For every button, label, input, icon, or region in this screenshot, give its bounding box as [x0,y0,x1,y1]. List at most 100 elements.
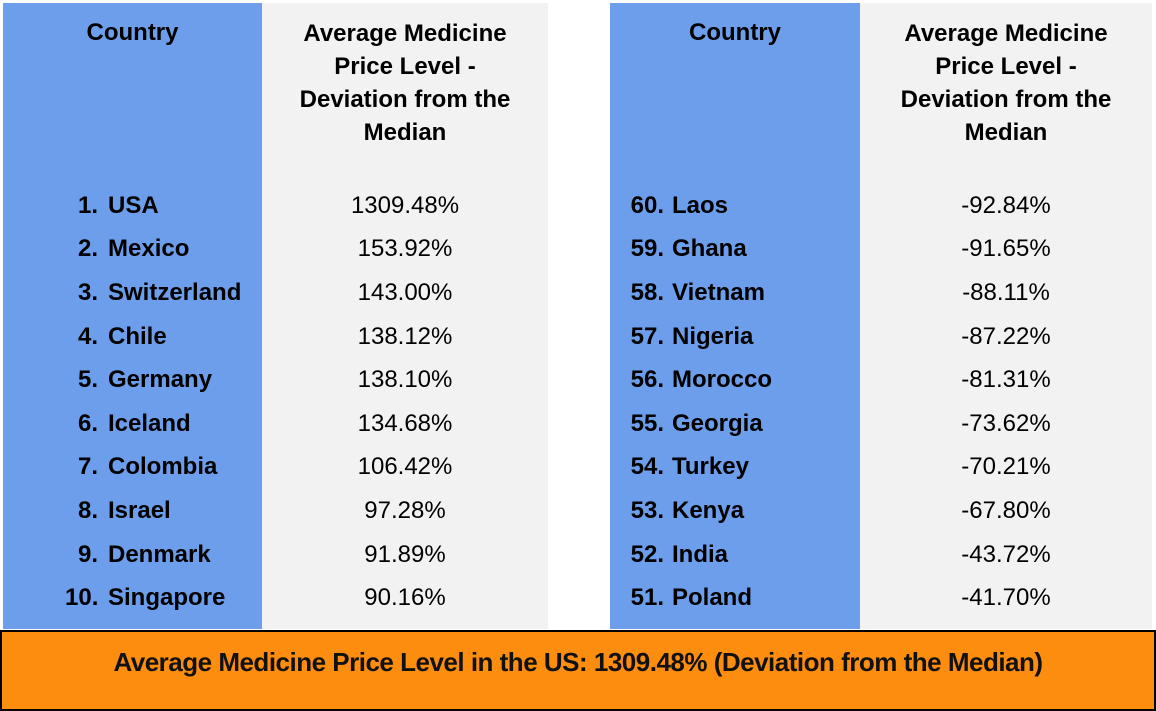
row-value-text: 138.12% [357,322,453,350]
table-row-value: 91.89% [262,532,548,577]
column-header-country-label: Country [689,19,781,46]
row-country-name: Israel [108,496,171,524]
row-country-name: India [672,540,729,568]
row-rank: 56. [630,366,664,394]
row-rank: 7. [77,453,98,481]
row-value-text: 1309.48% [350,191,460,219]
column-filler [3,619,262,629]
table-row-country: 8. Israel [3,489,262,533]
row-value-text: -92.84% [961,191,1051,219]
row-value-text: -73.62% [961,409,1051,437]
table-row-country: 60. Laos [610,184,860,228]
row-value-text: -81.31% [961,366,1051,394]
row-rank: 3. [77,278,98,306]
ranking-table-bottom10: Country Average Medicine Price Level - D… [610,3,1152,629]
row-rank: 4. [77,322,98,350]
row-rank: 10. [65,584,99,612]
ranking-table-top10: Country Average Medicine Price Level - D… [3,3,548,629]
table-row-value: -67.80% [860,489,1152,533]
table-row-country: 10. Singapore [3,576,262,620]
column-header-value: Average Medicine Price Level - Deviation… [860,3,1152,184]
column-header-country: Country [610,3,860,184]
row-country-name: Kenya [672,496,745,524]
table-row-value: -43.72% [860,532,1152,577]
table-row-country: 57. Nigeria [610,314,860,359]
row-value-text: -67.80% [961,496,1051,524]
row-value-text: -91.65% [961,235,1051,263]
row-value-text: -41.70% [961,584,1051,612]
row-country-name: Switzerland [108,278,242,306]
row-rank: 2. [77,235,98,263]
row-rank: 9. [77,540,98,568]
row-country-name: Ghana [672,235,747,263]
table-row-value: 106.42% [262,445,548,490]
table-row-value: 143.00% [262,271,548,315]
row-rank: 58. [630,278,664,306]
table-row-value: -88.11% [860,271,1152,315]
row-value-text: -70.21% [961,453,1051,481]
row-rank: 55. [630,409,664,437]
table-row-value: 138.12% [262,314,548,359]
table-row-value: 97.28% [262,489,548,533]
table-row-country: 59. Ghana [610,227,860,272]
row-country-name: Germany [108,366,213,394]
summary-banner-text: Average Medicine Price Level in the US: … [113,647,1043,677]
table-row-country: 56. Morocco [610,358,860,402]
table-row-country: 51. Poland [610,576,860,620]
table-row-value: 134.68% [262,401,548,446]
row-country-name: USA [108,191,159,219]
row-rank: 8. [77,496,98,524]
row-country-name: Singapore [108,584,226,612]
table-row-country: 5. Germany [3,358,262,402]
row-rank: 54. [630,453,664,481]
column-header-country-label: Country [86,19,179,46]
row-country-name: Turkey [672,453,749,481]
row-country-name: Laos [672,191,729,219]
table-row-value: -70.21% [860,445,1152,490]
column-header-country: Country [3,3,262,184]
row-rank: 5. [77,366,98,394]
row-rank: 52. [630,540,664,568]
row-value-text: 90.16% [364,584,446,612]
row-rank: 60. [630,191,664,219]
table-row-country: 6. Iceland [3,401,262,446]
row-rank: 51. [630,584,664,612]
row-value-text: 134.68% [357,409,453,437]
row-country-name: Morocco [672,366,773,394]
row-country-name: Vietnam [672,278,765,306]
row-value-text: 143.00% [357,278,453,306]
table-row-value: 1309.48% [262,184,548,228]
summary-banner: Average Medicine Price Level in the US: … [0,630,1156,711]
table-row-value: 90.16% [262,576,548,620]
column-filler [262,619,548,629]
row-rank: 1. [77,191,98,219]
table-row-country: 54. Turkey [610,445,860,490]
row-country-name: Chile [108,322,167,350]
row-value-text: 97.28% [364,496,446,524]
table-row-country: 55. Georgia [610,401,860,446]
table-row-value: -91.65% [860,227,1152,272]
row-rank: 59. [630,235,664,263]
row-value-text: 91.89% [364,540,446,568]
row-country-name: Iceland [108,409,191,437]
table-row-country: 52. India [610,532,860,577]
table-row-country: 1. USA [3,184,262,228]
table-row-value: -87.22% [860,314,1152,359]
row-value-text: 138.10% [357,366,453,394]
column-header-value-label: Average Medicine Price Level - Deviation… [900,20,1112,146]
table-row-country: 7. Colombia [3,445,262,490]
table-row-value: 153.92% [262,227,548,272]
table-row-country: 53. Kenya [610,489,860,533]
table-row-country: 58. Vietnam [610,271,860,315]
row-value-text: 153.92% [357,235,453,263]
table-row-value: -73.62% [860,401,1152,446]
row-country-name: Nigeria [672,322,754,350]
column-header-value-label: Average Medicine Price Level - Deviation… [299,20,511,146]
table-row-country: 4. Chile [3,314,262,359]
table-row-country: 3. Switzerland [3,271,262,315]
row-rank: 6. [77,409,98,437]
row-value-text: -43.72% [961,540,1051,568]
row-rank: 57. [630,322,664,350]
row-country-name: Mexico [108,235,190,263]
row-rank: 53. [630,496,664,524]
